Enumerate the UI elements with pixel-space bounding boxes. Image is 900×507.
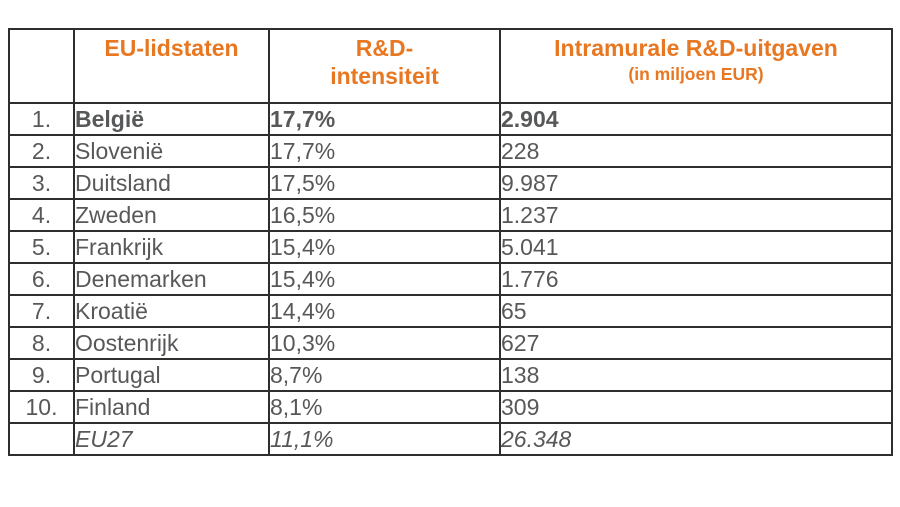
table-header-row: EU-lidstaten R&D- intensiteit Intramural… (8, 28, 893, 104)
column-header-intensity-line1: R&D- (355, 35, 414, 61)
intensity-cell: 8,1% (268, 390, 501, 424)
intensity-cell: 11,1% (268, 422, 501, 456)
country-cell: Finland (73, 390, 270, 424)
rank-cell: 6. (8, 262, 75, 296)
column-header-expenditure: Intramurale R&D-uitgaven (in miljoen EUR… (499, 28, 893, 104)
column-header-country-label: EU-lidstaten (104, 35, 239, 61)
table-row: 8. Oostenrijk 10,3% 627 (8, 326, 893, 360)
rank-cell: 9. (8, 358, 75, 392)
country-cell: Duitsland (73, 166, 270, 200)
country-cell: Denemarken (73, 262, 270, 296)
rank-cell: 2. (8, 134, 75, 168)
country-cell: EU27 (73, 422, 270, 456)
expenditure-cell: 2.904 (499, 102, 893, 136)
country-cell: Zweden (73, 198, 270, 232)
rank-cell: 3. (8, 166, 75, 200)
intensity-cell: 17,7% (268, 102, 501, 136)
table-row: 6. Denemarken 15,4% 1.776 (8, 262, 893, 296)
country-cell: Slovenië (73, 134, 270, 168)
table-row: 7. Kroatië 14,4% 65 (8, 294, 893, 328)
column-header-expenditure-unit: (in miljoen EUR) (628, 64, 764, 84)
table-row: 3. Duitsland 17,5% 9.987 (8, 166, 893, 200)
rank-cell: 10. (8, 390, 75, 424)
column-header-intensity-line2: intensiteit (330, 63, 439, 89)
rank-cell (8, 422, 75, 456)
country-cell: België (73, 102, 270, 136)
intensity-cell: 14,4% (268, 294, 501, 328)
column-header-expenditure-label: Intramurale R&D-uitgaven (554, 35, 838, 61)
rank-cell: 4. (8, 198, 75, 232)
column-header-rank (8, 28, 75, 104)
intensity-cell: 17,5% (268, 166, 501, 200)
rank-cell: 1. (8, 102, 75, 136)
expenditure-cell: 228 (499, 134, 893, 168)
intensity-cell: 16,5% (268, 198, 501, 232)
expenditure-cell: 26.348 (499, 422, 893, 456)
country-cell: Frankrijk (73, 230, 270, 264)
intensity-cell: 15,4% (268, 230, 501, 264)
expenditure-cell: 5.041 (499, 230, 893, 264)
rank-cell: 8. (8, 326, 75, 360)
rank-cell: 5. (8, 230, 75, 264)
rank-cell: 7. (8, 294, 75, 328)
table-row: 5. Frankrijk 15,4% 5.041 (8, 230, 893, 264)
column-header-intensity: R&D- intensiteit (268, 28, 501, 104)
intensity-cell: 17,7% (268, 134, 501, 168)
intensity-cell: 10,3% (268, 326, 501, 360)
table-row: 10. Finland 8,1% 309 (8, 390, 893, 424)
expenditure-cell: 1.776 (499, 262, 893, 296)
expenditure-cell: 138 (499, 358, 893, 392)
expenditure-cell: 627 (499, 326, 893, 360)
table-row: 1. België 17,7% 2.904 (8, 102, 893, 136)
column-header-country: EU-lidstaten (73, 28, 270, 104)
intensity-cell: 15,4% (268, 262, 501, 296)
table-row: 4. Zweden 16,5% 1.237 (8, 198, 893, 232)
country-cell: Oostenrijk (73, 326, 270, 360)
expenditure-cell: 1.237 (499, 198, 893, 232)
expenditure-cell: 309 (499, 390, 893, 424)
table-row: 9. Portugal 8,7% 138 (8, 358, 893, 392)
table-row-eu27-summary: EU27 11,1% 26.348 (8, 422, 893, 456)
expenditure-cell: 65 (499, 294, 893, 328)
country-cell: Portugal (73, 358, 270, 392)
expenditure-cell: 9.987 (499, 166, 893, 200)
rd-intensity-ranking-table: EU-lidstaten R&D- intensiteit Intramural… (8, 28, 893, 456)
country-cell: Kroatië (73, 294, 270, 328)
intensity-cell: 8,7% (268, 358, 501, 392)
table-row: 2. Slovenië 17,7% 228 (8, 134, 893, 168)
